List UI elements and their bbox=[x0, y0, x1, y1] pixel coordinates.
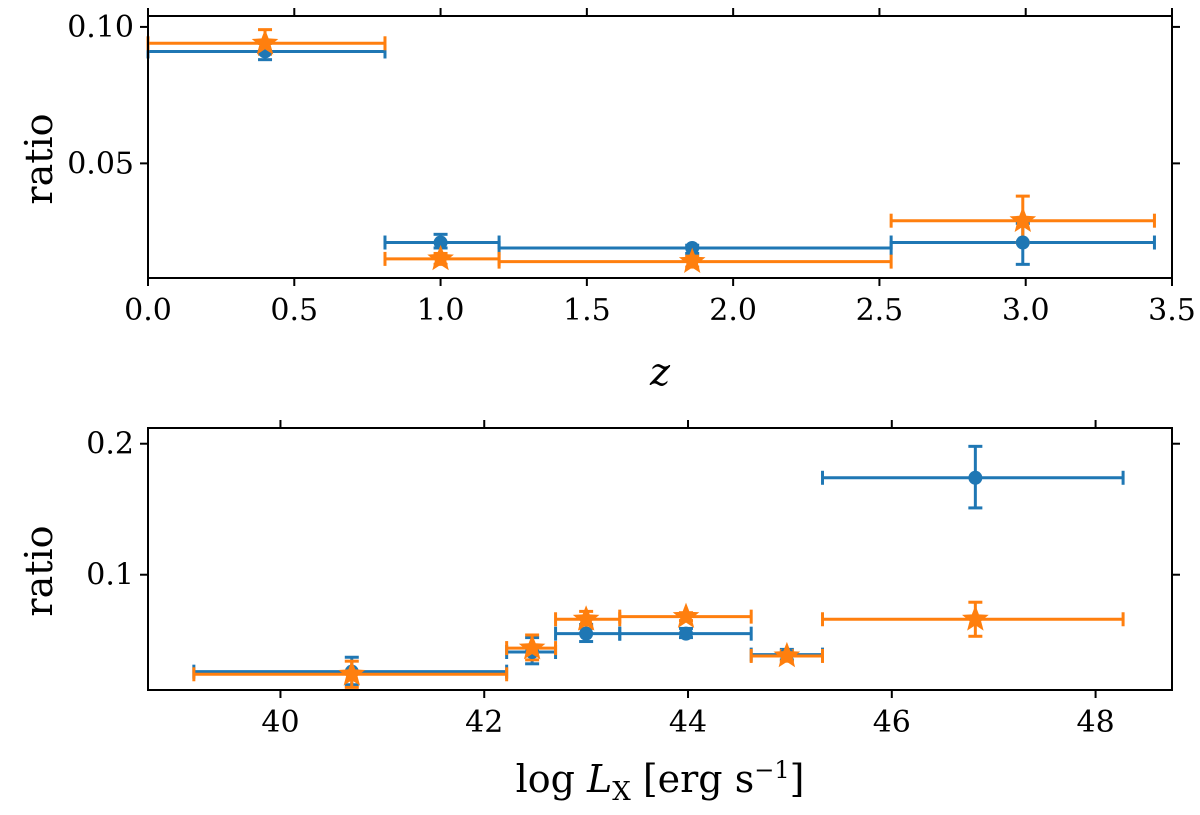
redshift-errorbars bbox=[146, 28, 1156, 269]
luminosity-blue-point-3 bbox=[678, 626, 693, 641]
unit-close-bracket: ] bbox=[790, 757, 805, 801]
redshift-xtick-label: 0.0 bbox=[124, 293, 172, 328]
luminosity-axes-frame bbox=[147, 427, 1173, 691]
luminosity-x-axis-label: log LX [erg s−1] bbox=[516, 756, 805, 807]
unit-exponent: −1 bbox=[754, 756, 789, 784]
luminosity-y-axis-label: ratio bbox=[17, 525, 61, 616]
luminosity-panel: 40 42 44 46 48 0.1 0.2 log LX [erg s−1] ratio bbox=[17, 420, 1180, 807]
redshift-xtick-label: 1.0 bbox=[417, 293, 465, 328]
luminosity-symbol: L bbox=[586, 757, 612, 801]
redshift-orange-point-2 bbox=[678, 247, 706, 273]
luminosity-ytick-label: 0.2 bbox=[86, 427, 134, 462]
redshift-orange-point-0 bbox=[251, 29, 279, 55]
redshift-ytick-label: 0.05 bbox=[67, 146, 134, 181]
luminosity-xtick-label: 44 bbox=[669, 705, 707, 740]
luminosity-tick-labels: 40 42 44 46 48 0.1 0.2 bbox=[86, 427, 1114, 740]
luminosity-ytick-label: 0.1 bbox=[86, 558, 134, 593]
luminosity-subscript: X bbox=[612, 777, 631, 807]
redshift-ytick-label: 0.10 bbox=[67, 10, 134, 45]
redshift-orange-point-1 bbox=[427, 244, 454, 271]
redshift-xtick-label: 2.0 bbox=[709, 293, 757, 328]
redshift-ticks bbox=[140, 8, 1180, 286]
redshift-blue-point-3 bbox=[1015, 235, 1030, 250]
redshift-xtick-label: 3.5 bbox=[1148, 293, 1196, 328]
luminosity-xtick-label: 40 bbox=[261, 705, 299, 740]
luminosity-xtick-label: 46 bbox=[873, 705, 911, 740]
redshift-x-axis-label: z bbox=[649, 350, 671, 394]
luminosity-blue-point-5 bbox=[968, 470, 983, 485]
redshift-axes-frame bbox=[147, 15, 1173, 279]
luminosity-xtick-label: 42 bbox=[465, 705, 503, 740]
redshift-markers bbox=[251, 29, 1037, 273]
redshift-xtick-label: 1.5 bbox=[563, 293, 611, 328]
luminosity-errorbars bbox=[192, 444, 1125, 689]
luminosity-orange-point-5 bbox=[962, 605, 989, 631]
luminosity-xtick-label: 48 bbox=[1076, 705, 1114, 740]
redshift-y-axis-label: ratio bbox=[17, 113, 61, 204]
redshift-xtick-label: 0.5 bbox=[270, 293, 318, 328]
log-word: log bbox=[516, 757, 587, 801]
luminosity-orange-point-2 bbox=[572, 605, 600, 631]
luminosity-orange-point-0 bbox=[338, 660, 366, 686]
redshift-xtick-label: 2.5 bbox=[856, 293, 904, 328]
luminosity-orange-point-4 bbox=[773, 641, 801, 668]
redshift-panel: 0.0 0.5 1.0 1.5 2.0 2.5 3.0 3.5 0.05 0.10 z ratio bbox=[17, 8, 1196, 394]
luminosity-markers bbox=[338, 470, 989, 686]
redshift-blue-point-1 bbox=[433, 235, 448, 250]
unit-erg: [erg s bbox=[631, 757, 754, 801]
redshift-orange-point-3 bbox=[1009, 206, 1037, 232]
redshift-tick-labels: 0.0 0.5 1.0 1.5 2.0 2.5 3.0 3.5 0.05 0.10 bbox=[67, 10, 1196, 328]
luminosity-blue-point-2 bbox=[579, 626, 594, 641]
luminosity-orange-point-1 bbox=[518, 634, 546, 660]
luminosity-ticks bbox=[140, 420, 1180, 698]
luminosity-orange-point-3 bbox=[672, 602, 700, 628]
redshift-xtick-label: 3.0 bbox=[1002, 293, 1050, 328]
